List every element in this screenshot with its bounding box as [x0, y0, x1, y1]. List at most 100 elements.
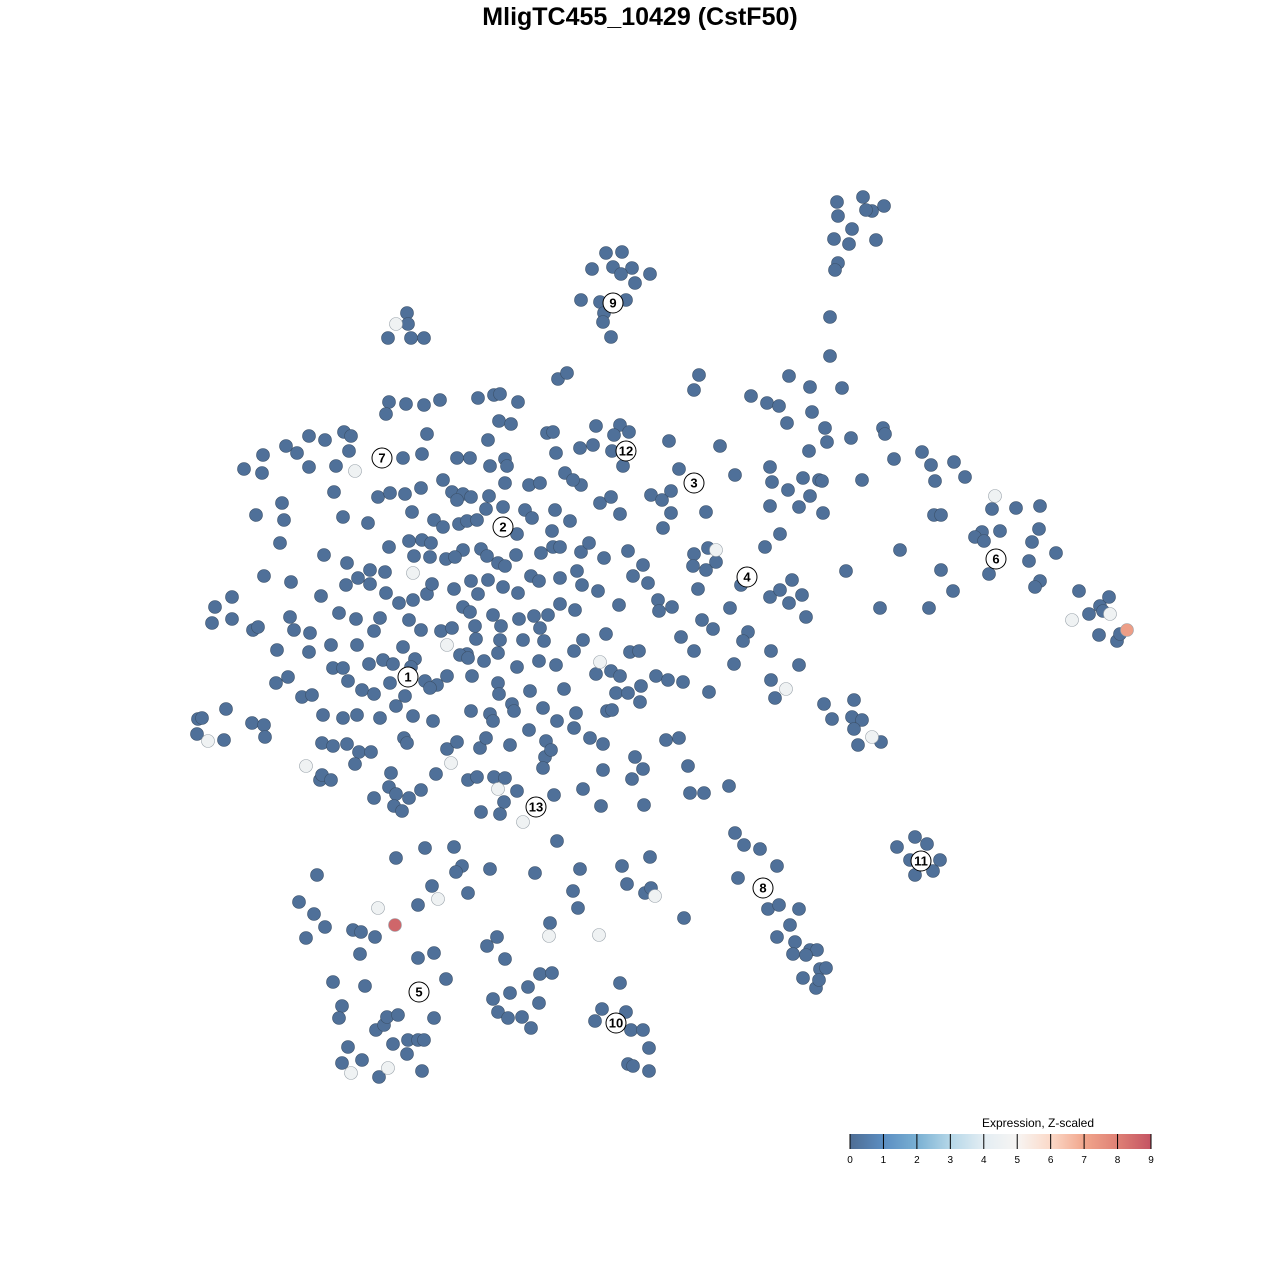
- cell-point: [1033, 499, 1047, 513]
- cell-point: [463, 451, 477, 465]
- cell-point: [401, 317, 415, 331]
- points-layer: [190, 190, 1134, 1084]
- cell-point: [329, 459, 343, 473]
- cluster-label: 4: [736, 566, 758, 588]
- cluster-label-text: 11: [914, 854, 928, 869]
- cell-point: [381, 331, 395, 345]
- cell-point: [835, 381, 849, 395]
- cell-point: [926, 864, 940, 878]
- cell-point: [574, 293, 588, 307]
- cell-point: [498, 771, 512, 785]
- cell-point: [773, 583, 787, 597]
- cell-point: [490, 930, 504, 944]
- cell-point: [988, 489, 1002, 503]
- cell-point: [642, 1041, 656, 1055]
- cell-point: [785, 573, 799, 587]
- cell-point: [625, 261, 639, 275]
- cell-point: [473, 741, 487, 755]
- cell-point: [855, 473, 869, 487]
- cell-point: [566, 473, 580, 487]
- cell-point: [364, 745, 378, 759]
- cluster-label-text: 13: [529, 800, 543, 815]
- cell-point: [273, 536, 287, 550]
- cell-point: [958, 470, 972, 484]
- cell-point: [827, 232, 841, 246]
- cell-point: [573, 862, 587, 876]
- cell-point: [400, 1047, 414, 1061]
- cell-point: [480, 549, 494, 563]
- cell-point: [237, 462, 251, 476]
- cell-point: [1009, 501, 1023, 515]
- cell-point: [423, 550, 437, 564]
- cell-point: [498, 559, 512, 573]
- cell-point: [431, 892, 445, 906]
- cell-point: [744, 389, 758, 403]
- cell-point: [355, 683, 369, 697]
- cell-point: [831, 209, 845, 223]
- cell-point: [799, 610, 813, 624]
- cell-point: [622, 425, 636, 439]
- cell-point: [570, 564, 584, 578]
- cell-point: [568, 603, 582, 617]
- cell-point: [782, 596, 796, 610]
- cell-point: [511, 395, 525, 409]
- cell-point: [541, 608, 555, 622]
- cell-point: [842, 237, 856, 251]
- cell-point: [340, 737, 354, 751]
- cell-point: [415, 1064, 429, 1078]
- cell-point: [607, 428, 621, 442]
- cell-point: [283, 610, 297, 624]
- cell-point: [982, 567, 996, 581]
- legend-tick-label: 3: [948, 1155, 954, 1166]
- cell-point: [615, 859, 629, 873]
- cell-point: [604, 330, 618, 344]
- cell-point: [353, 947, 367, 961]
- cell-point: [414, 623, 428, 637]
- cell-point: [219, 702, 233, 716]
- cell-point: [406, 709, 420, 723]
- cell-point: [613, 418, 627, 432]
- cell-point: [695, 613, 709, 627]
- cell-point: [672, 731, 686, 745]
- cell-point: [589, 419, 603, 433]
- cell-point: [1120, 623, 1134, 637]
- cell-point: [275, 496, 289, 510]
- cell-point: [439, 972, 453, 986]
- legend-tick-label: 9: [1148, 1155, 1154, 1166]
- cell-point: [591, 584, 605, 598]
- cluster-label: 10: [605, 1012, 627, 1034]
- cell-point: [805, 405, 819, 419]
- cell-point: [404, 331, 418, 345]
- cell-point: [418, 841, 432, 855]
- cell-point: [302, 645, 316, 659]
- cell-point: [947, 455, 961, 469]
- cluster-label-text: 6: [992, 552, 999, 567]
- legend-tick-label: 2: [914, 1155, 920, 1166]
- cell-point: [873, 601, 887, 615]
- cluster-label-badge: [605, 1012, 627, 1034]
- cell-point: [924, 458, 938, 472]
- cell-point: [477, 654, 491, 668]
- cell-point: [450, 451, 464, 465]
- cell-point: [592, 928, 606, 942]
- cell-point: [436, 473, 450, 487]
- cell-point: [681, 759, 695, 773]
- cell-point: [770, 859, 784, 873]
- cell-point: [414, 481, 428, 495]
- cell-point: [344, 1066, 358, 1080]
- cluster-label: 7: [371, 447, 393, 469]
- cell-point: [626, 1059, 640, 1073]
- cell-point: [796, 971, 810, 985]
- cell-point: [336, 510, 350, 524]
- cell-point: [865, 730, 879, 744]
- cluster-label-text: 3: [690, 476, 697, 491]
- legend-tick-label: 0: [847, 1155, 853, 1166]
- cell-point: [533, 476, 547, 490]
- cell-point: [765, 475, 779, 489]
- cell-point: [553, 540, 567, 554]
- cell-point: [427, 513, 441, 527]
- cell-point: [461, 651, 475, 665]
- cell-point: [709, 543, 723, 557]
- cell-point: [340, 556, 354, 570]
